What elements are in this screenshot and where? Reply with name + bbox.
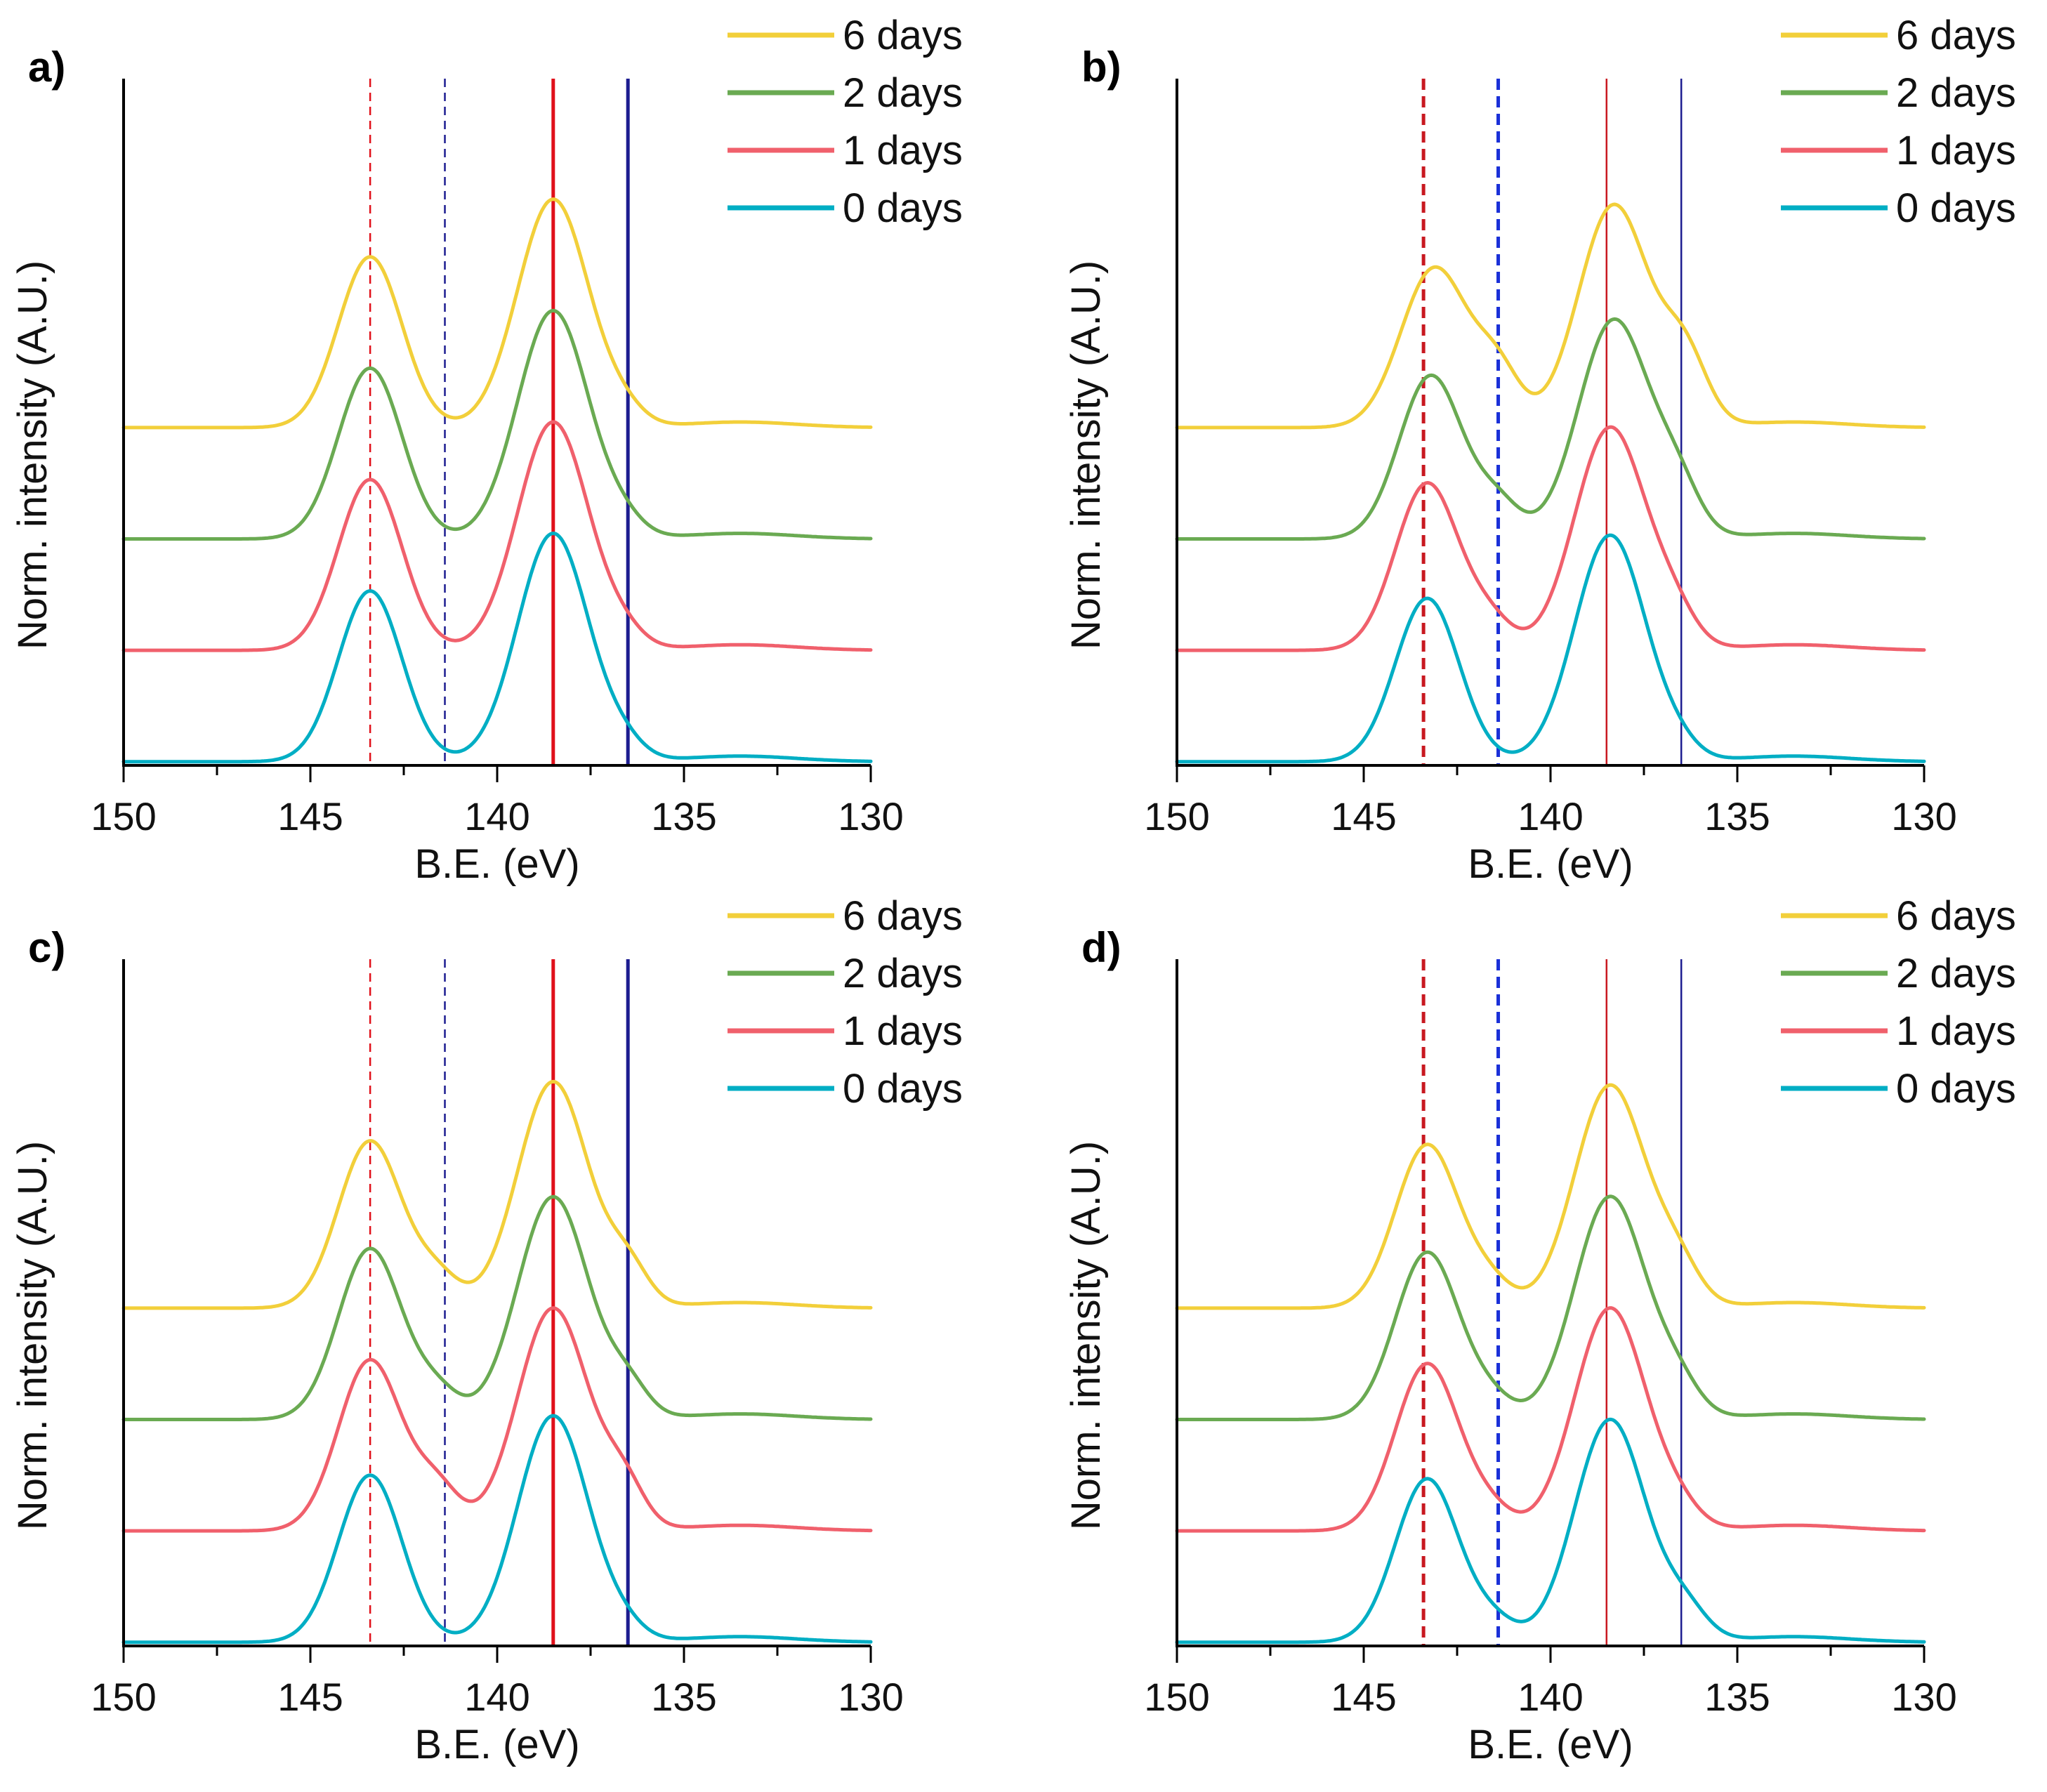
series-line-6-days (121, 197, 873, 430)
y-axis-title: Norm. intensity (A.U.) (10, 1141, 55, 1530)
x-tick-label: 150 (1144, 1675, 1209, 1719)
series-line-6-days (121, 1079, 873, 1310)
legend-label: 0 days (843, 185, 963, 231)
y-axis-title: Norm. intensity (A.U.) (1063, 261, 1109, 650)
x-tick-label: 150 (1144, 794, 1209, 838)
x-tick-label: 145 (277, 794, 343, 838)
legend-label: 2 days (1896, 951, 2016, 996)
legend: 6 days 2 days 1 days 0 days (1781, 13, 2016, 231)
legend-label: 2 days (843, 70, 963, 116)
series-line-1-days (1175, 425, 1926, 652)
legend-label: 1 days (843, 1008, 963, 1054)
series-line-2-days (1175, 1194, 1926, 1421)
series-line-2-days (121, 1194, 873, 1421)
series-line-0-days (121, 1414, 873, 1645)
legend-label: 6 days (1896, 893, 2016, 939)
x-axis-title: B.E. (eV) (1468, 1722, 1633, 1767)
series-line-0-days (1175, 533, 1926, 764)
x-tick-label: 140 (464, 794, 529, 838)
panel-c: 150 145 140 135 130 B.E. (eV) Norm. intensity … (10, 893, 963, 1767)
legend-label: 6 days (843, 893, 963, 939)
legend: 6 days 2 days 1 days 0 days (1781, 893, 2016, 1112)
x-tick-label: 130 (1891, 1675, 1956, 1719)
x-tick-label: 130 (838, 1675, 903, 1719)
x-tick-label: 135 (651, 794, 716, 838)
x-tick-label: 150 (91, 794, 156, 838)
x-tick-label: 130 (838, 794, 903, 838)
x-axis-title: B.E. (eV) (1468, 841, 1633, 887)
legend-label: 0 days (1896, 185, 2016, 231)
panel-b: 150 145 140 135 130 B.E. (eV) Norm. intensity … (1063, 13, 2016, 887)
y-axis-title: Norm. intensity (A.U.) (1063, 1141, 1109, 1530)
legend: 6 days 2 days 1 days 0 days (728, 13, 963, 231)
x-tick-label: 135 (651, 1675, 716, 1719)
panel-label: d) (1081, 924, 1121, 971)
x-axis-title: B.E. (eV) (414, 841, 579, 887)
panel-a: 150 145 140 135 130 B.E. (eV) Norm. intensity … (10, 13, 963, 887)
legend-label: 1 days (843, 128, 963, 173)
legend: 6 days 2 days 1 days 0 days (728, 893, 963, 1112)
x-tick-label: 140 (1518, 1675, 1583, 1719)
panel-label: c) (28, 924, 65, 971)
panel-label: a) (28, 44, 65, 91)
series-line-2-days (1175, 317, 1926, 541)
legend-label: 1 days (1896, 128, 2016, 173)
y-axis-title: Norm. intensity (A.U.) (10, 261, 55, 650)
legend-label: 6 days (1896, 13, 2016, 58)
legend-label: 0 days (843, 1066, 963, 1112)
series-line-6-days (1175, 1083, 1926, 1310)
series-line-2-days (121, 308, 873, 541)
x-tick-label: 140 (1518, 794, 1583, 838)
legend-label: 2 days (1896, 70, 2016, 116)
x-tick-label: 140 (464, 1675, 529, 1719)
series-line-0-days (1175, 1417, 1926, 1645)
series-line-1-days (121, 420, 873, 652)
x-tick-label: 135 (1704, 794, 1770, 838)
series-line-1-days (121, 1306, 873, 1533)
x-tick-label: 135 (1704, 1675, 1770, 1719)
x-tick-label: 130 (1891, 794, 1956, 838)
x-tick-label: 145 (1331, 794, 1396, 838)
x-tick-label: 145 (1331, 1675, 1396, 1719)
series-line-1-days (1175, 1306, 1926, 1533)
legend-label: 2 days (843, 951, 963, 996)
legend-label: 1 days (1896, 1008, 2016, 1054)
series-line-6-days (1175, 202, 1926, 430)
legend-label: 0 days (1896, 1066, 2016, 1112)
x-axis-title: B.E. (eV) (414, 1722, 579, 1767)
x-tick-label: 150 (91, 1675, 156, 1719)
panel-d: 150 145 140 135 130 B.E. (eV) Norm. intensity … (1063, 893, 2016, 1767)
series-line-0-days (121, 532, 873, 764)
x-tick-label: 145 (277, 1675, 343, 1719)
legend-label: 6 days (843, 13, 963, 58)
panel-label: b) (1081, 44, 1121, 91)
